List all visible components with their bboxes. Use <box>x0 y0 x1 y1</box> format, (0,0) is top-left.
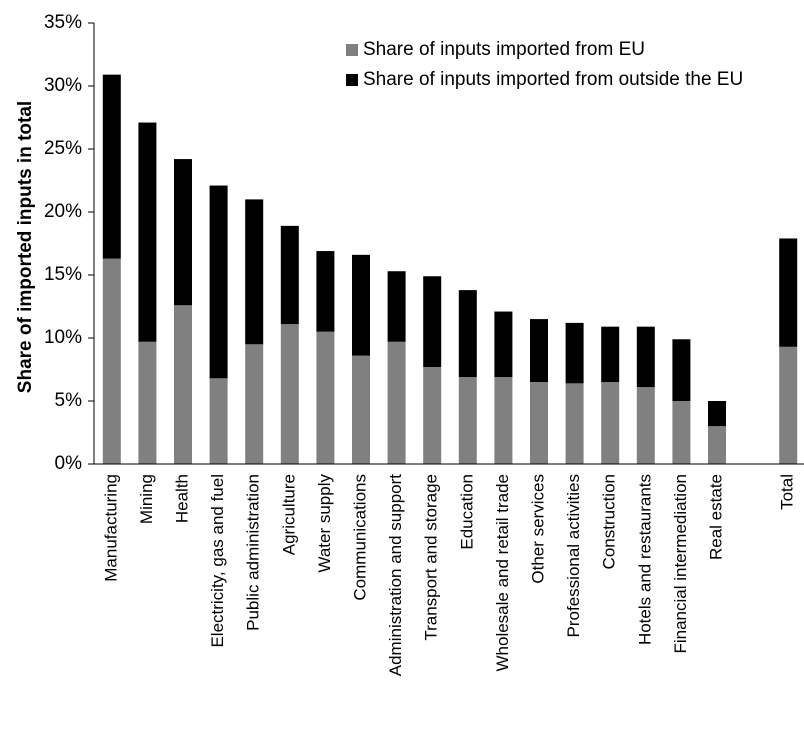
x-tick-label: Real estate <box>706 474 725 560</box>
y-tick-label: 0% <box>55 453 83 474</box>
legend-swatch <box>346 74 358 86</box>
x-tick-label: Electricity, gas and fuel <box>208 474 227 648</box>
y-axis-ticks: 0% 5% 10% 15% 20% 25% 30% 35% <box>44 12 94 474</box>
y-axis-title: Share of imported inputs in total <box>15 101 36 393</box>
bar-segment-eu <box>601 382 620 464</box>
x-tick-label: Health <box>172 474 191 523</box>
bar-segment-eu <box>530 382 548 464</box>
bar-segment-eu <box>494 377 513 464</box>
bar-segment-non-eu <box>636 326 655 388</box>
x-tick-label: Administration and support <box>386 474 405 677</box>
bar-segment-non-eu <box>138 122 157 342</box>
x-tick-label: Transport and storage <box>422 474 441 641</box>
x-tick-label: Public administration <box>244 474 263 631</box>
bar-segment-eu <box>672 401 691 464</box>
legend-label: Share of inputs imported from EU <box>363 39 645 60</box>
bar-segment-eu <box>102 258 121 464</box>
bar-segment-non-eu <box>245 199 264 345</box>
bar-segment-non-eu <box>672 339 691 401</box>
bar-segment-non-eu <box>209 185 228 379</box>
bar-segment-eu <box>138 341 157 464</box>
bar-segment-non-eu <box>708 401 726 427</box>
bar-segment-non-eu <box>458 290 477 378</box>
y-tick-label: 10% <box>44 327 82 348</box>
bar-segment-eu <box>280 324 299 464</box>
bar-segment-eu <box>209 378 228 464</box>
bar-segment-eu <box>565 383 584 464</box>
y-tick-label: 5% <box>55 390 83 411</box>
x-tick-label: Hotels and restaurants <box>635 474 654 645</box>
x-tick-label: Water supply <box>315 474 334 573</box>
bar-segment-non-eu <box>387 271 406 342</box>
bar-segment-non-eu <box>494 311 513 378</box>
x-tick-label: Education <box>457 474 476 550</box>
x-tick-label: Wholesale and retail trade <box>493 474 512 672</box>
bar-segment-eu <box>174 305 192 464</box>
x-tick-label: Communications <box>350 474 369 601</box>
legend-label: Share of inputs imported from outside th… <box>363 69 743 90</box>
bar-segment-non-eu <box>280 225 299 325</box>
x-tick-label: Manufacturing <box>101 474 120 582</box>
bar-segment-eu <box>316 331 335 464</box>
y-tick-label: 15% <box>44 264 82 285</box>
x-tick-label: Professional activities <box>564 474 583 637</box>
y-tick-label: 30% <box>44 75 82 96</box>
bar-segment-non-eu <box>316 251 335 332</box>
bar-segment-non-eu <box>102 74 121 259</box>
bar-segment-non-eu <box>423 276 442 367</box>
bar-segment-non-eu <box>174 159 192 306</box>
x-tick-label: Total <box>778 474 797 510</box>
bar-segment-eu <box>387 341 406 464</box>
bar-segment-non-eu <box>601 326 620 383</box>
bar-segment-eu <box>423 366 442 464</box>
x-tick-label: Other services <box>528 474 547 584</box>
bar-segment-non-eu <box>565 322 584 384</box>
legend: Share of inputs imported from EU Share of… <box>346 39 743 90</box>
y-tick-label: 35% <box>44 12 82 33</box>
legend-swatch <box>346 44 358 56</box>
x-tick-label: Agriculture <box>279 474 298 555</box>
bars <box>102 74 798 464</box>
x-tick-label: Construction <box>600 474 619 569</box>
x-tick-label: Financial intermediation <box>671 474 690 654</box>
bar-segment-eu <box>779 346 798 464</box>
bar-segment-eu <box>708 426 726 464</box>
bar-segment-non-eu <box>352 254 370 356</box>
y-tick-label: 20% <box>44 201 82 222</box>
bar-segment-non-eu <box>779 238 798 347</box>
x-tick-label: Mining <box>137 474 156 524</box>
x-axis-labels: Manufacturing Mining Health Electricity, ga… <box>101 474 796 677</box>
bar-segment-non-eu <box>530 319 548 383</box>
bar-segment-eu <box>352 355 370 464</box>
y-tick-label: 25% <box>44 138 82 159</box>
bar-segment-eu <box>458 377 477 464</box>
bar-segment-eu <box>245 344 264 464</box>
bar-segment-eu <box>636 387 655 464</box>
